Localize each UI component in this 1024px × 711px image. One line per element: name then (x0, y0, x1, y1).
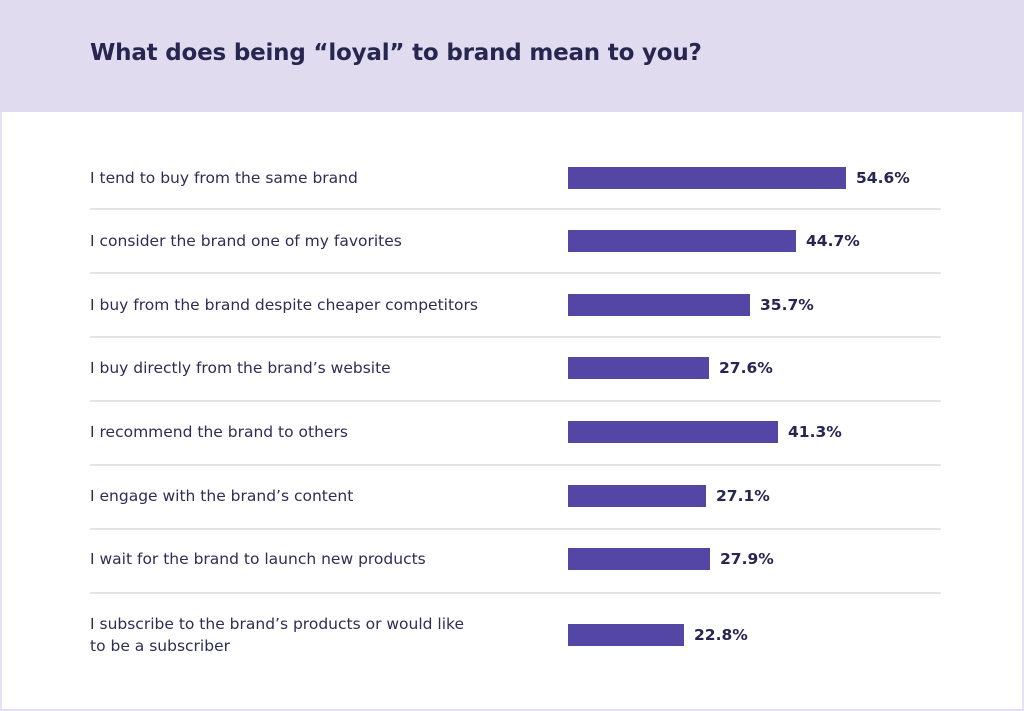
chart-title: What does being “loyal” to brand mean to… (90, 40, 702, 66)
category-label: I buy directly from the brand’s website (90, 357, 391, 379)
category-label-line: to be a subscriber (90, 637, 230, 655)
category-label: I engage with the brand’s content (90, 485, 353, 507)
category-label-line: I engage with the brand’s content (90, 487, 354, 505)
category-label-line: I wait for the brand to launch new produ… (90, 550, 426, 568)
category-label-line: I buy from the brand despite cheaper com… (90, 296, 478, 314)
bar (568, 357, 709, 379)
category-label: I tend to buy from the same brand (90, 167, 358, 189)
category-label-line: I buy directly from the brand’s website (90, 359, 391, 377)
category-label: I subscribe to the brand’s products or w… (90, 613, 464, 657)
row-divider (90, 464, 941, 466)
value-label: 27.1% (716, 487, 770, 505)
value-label: 54.6% (856, 169, 910, 187)
bar (568, 485, 706, 507)
value-label: 35.7% (760, 296, 814, 314)
bar (568, 421, 778, 443)
value-label: 27.6% (719, 359, 773, 377)
row-divider (90, 272, 941, 274)
row-divider (90, 592, 941, 594)
category-label-line: I consider the brand one of my favorites (90, 232, 402, 250)
category-label: I consider the brand one of my favorites (90, 230, 402, 252)
category-label: I buy from the brand despite cheaper com… (90, 294, 478, 316)
category-label-line: I subscribe to the brand’s products or w… (90, 615, 464, 633)
header-band: What does being “loyal” to brand mean to… (0, 0, 1024, 112)
value-label: 27.9% (720, 550, 774, 568)
bar (568, 624, 684, 646)
bar (568, 294, 750, 316)
category-label: I recommend the brand to others (90, 421, 348, 443)
row-divider (90, 336, 941, 338)
category-label-line: I recommend the brand to others (90, 423, 348, 441)
value-label: 22.8% (694, 626, 748, 644)
bar (568, 167, 846, 189)
category-label: I wait for the brand to launch new produ… (90, 548, 426, 570)
row-divider (90, 400, 941, 402)
bar (568, 230, 796, 252)
bar (568, 548, 710, 570)
row-divider (90, 208, 941, 210)
value-label: 44.7% (806, 232, 860, 250)
category-label-line: I tend to buy from the same brand (90, 169, 358, 187)
value-label: 41.3% (788, 423, 842, 441)
row-divider (90, 528, 941, 530)
